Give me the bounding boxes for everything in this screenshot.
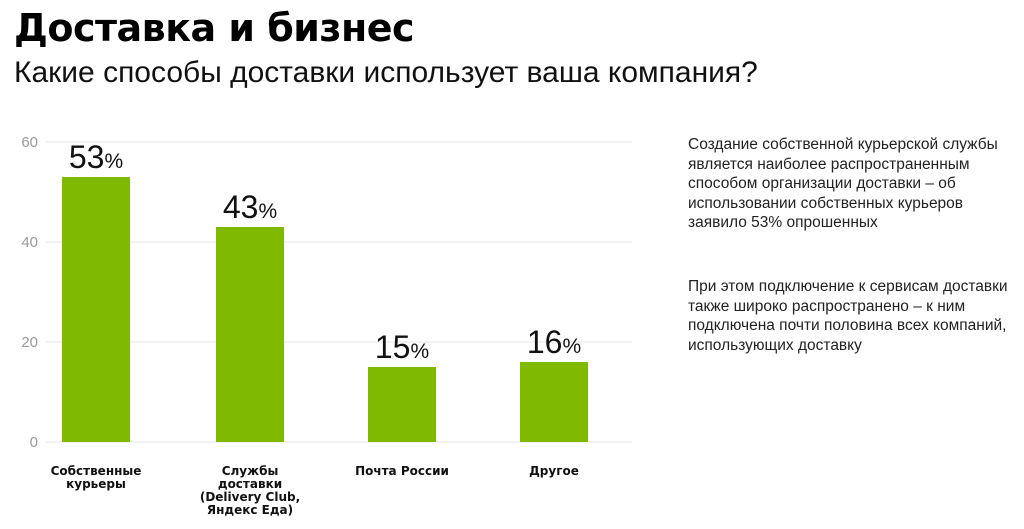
bar-value-percent: % — [410, 340, 429, 363]
bar-value-percent: % — [562, 335, 581, 358]
bar-value-number: 43 — [223, 189, 259, 225]
bar — [62, 177, 130, 442]
bar — [520, 362, 588, 442]
x-category-label: Службы доставки (Delivery Club, Яндекс Еда) — [200, 464, 300, 517]
x-category-label-line: Яндекс Еда) — [207, 503, 293, 517]
insight-paragraph-1: Создание собственной курьерской службы я… — [688, 136, 998, 231]
x-category-label-line: курьеры — [66, 477, 126, 491]
bar-value-number: 15 — [375, 329, 411, 365]
x-category-label-line: Другое — [529, 464, 579, 478]
bar-value-percent: % — [104, 150, 123, 173]
page-title: Доставка и бизнес — [14, 6, 415, 50]
x-category-label: Другое — [529, 464, 579, 478]
bar — [216, 227, 284, 442]
y-tick-label: 0 — [30, 434, 38, 451]
bar-value-label: 53% — [69, 139, 123, 175]
x-category-label-line: Собственные — [51, 464, 142, 478]
bar-value-number: 53 — [69, 139, 105, 175]
y-tick-label: 60 — [21, 134, 38, 151]
bar-value-number: 16 — [527, 324, 563, 360]
bar-chart: 0 20 40 60 53% Собственные курьеры 43% Службы дос… — [21, 134, 632, 517]
bar — [368, 367, 436, 442]
x-category-label-line: Почта России — [355, 464, 449, 478]
x-category-label-line: доставки — [218, 477, 282, 491]
y-tick-label: 40 — [21, 234, 38, 251]
x-category-label-line: Службы — [222, 464, 279, 478]
bar-value-label: 43% — [223, 189, 277, 225]
insight-paragraph-2: При этом подключение к сервисам доставки… — [688, 278, 1008, 354]
bar-value-label: 15% — [375, 329, 429, 365]
x-category-label: Собственные курьеры — [51, 464, 142, 491]
bar-value-label: 16% — [527, 324, 581, 360]
x-category-label-line: (Delivery Club, — [200, 490, 300, 504]
bar-value-percent: % — [258, 200, 277, 223]
x-category-label: Почта России — [355, 464, 449, 478]
page-subtitle: Какие способы доставки использует ваша к… — [14, 56, 758, 89]
y-tick-label: 20 — [21, 334, 38, 351]
